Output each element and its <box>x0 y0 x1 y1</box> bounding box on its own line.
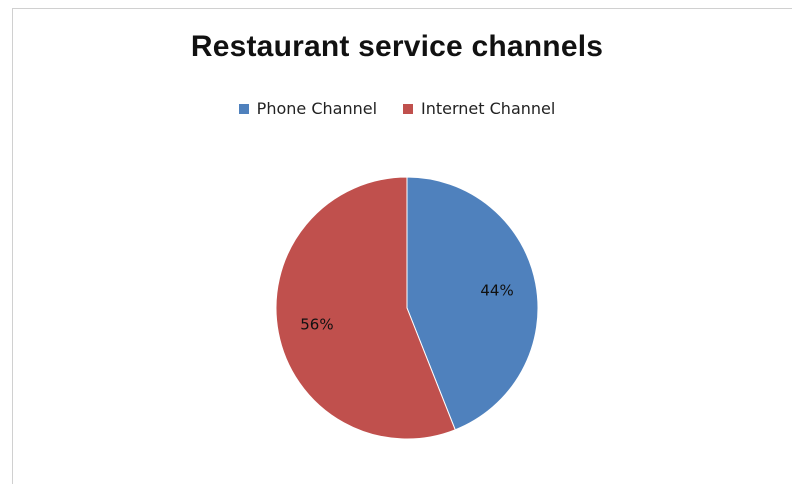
legend-label-phone-channel: Phone Channel <box>256 99 378 118</box>
legend-swatch-phone-channel <box>238 103 249 114</box>
chart-title: Restaurant service channels <box>190 30 604 63</box>
legend: Phone Channel Internet Channel <box>0 99 794 118</box>
legend-item-internet-channel: Internet Channel <box>403 99 555 118</box>
pie-slice-phone-channel <box>406 176 539 431</box>
data-label-phone-channel: 44% <box>480 281 513 299</box>
legend-swatch-internet-channel <box>403 103 414 114</box>
data-label-internet-channel: 56% <box>300 316 333 334</box>
pie-slice-internet-channel <box>275 176 456 440</box>
legend-item-phone-channel: Phone Channel <box>238 99 378 118</box>
legend-label-internet-channel: Internet Channel <box>421 99 556 118</box>
